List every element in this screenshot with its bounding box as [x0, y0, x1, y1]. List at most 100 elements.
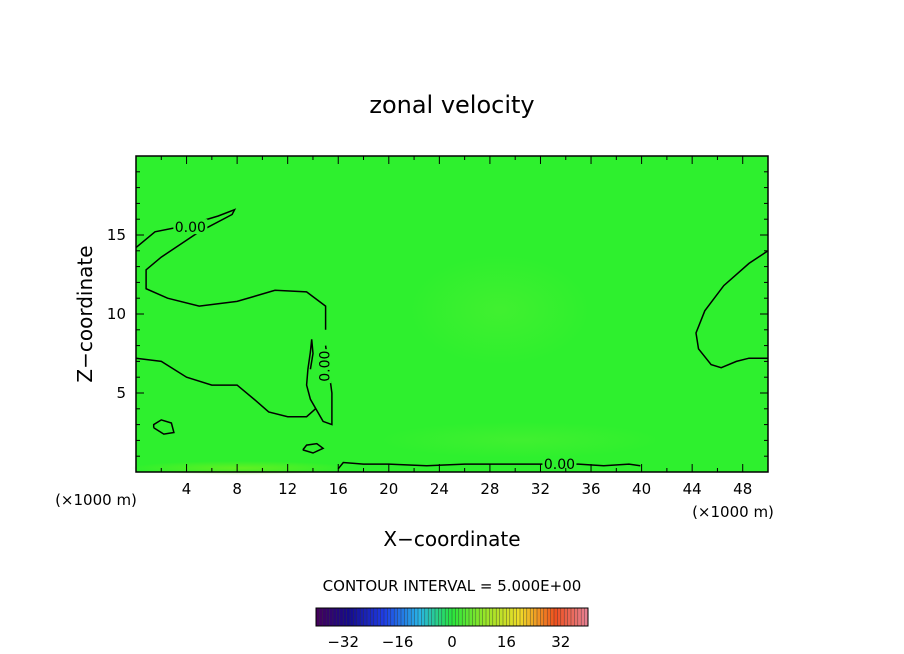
contour-label: 0.00	[544, 457, 575, 473]
center-left-zero-contour	[305, 339, 333, 426]
colorbar-cell	[373, 608, 378, 626]
colorbar-cell	[346, 608, 351, 626]
colorbar-cell	[489, 608, 494, 626]
colorbar-cell	[577, 608, 582, 626]
colorbar-cell	[455, 608, 460, 626]
colorbar-tick-label: 32	[551, 633, 570, 651]
right-zero-contour	[695, 250, 769, 369]
colorbar-cell	[472, 608, 477, 626]
colorbar-cell	[401, 608, 405, 626]
colorbar-cell	[424, 608, 429, 626]
colorbar-cell	[363, 608, 368, 626]
y-tick-labels: 5 10 15	[107, 226, 126, 402]
colorbar-cell	[543, 608, 548, 626]
colorbar-frame	[315, 607, 589, 627]
colorbar-cell	[438, 608, 443, 626]
colorbar-cell	[469, 608, 473, 626]
x-tick-label: 12	[278, 480, 297, 498]
colorbar-cell	[509, 608, 514, 626]
colorbar-cell	[554, 608, 558, 626]
colorbar-cell	[418, 608, 422, 626]
colorbar-cell	[370, 608, 375, 626]
colorbar-cell	[571, 608, 575, 626]
colorbar-cell	[540, 608, 545, 626]
colorbar-cell	[482, 608, 487, 626]
colorbar-cell	[537, 608, 541, 626]
colorbar-cell	[380, 608, 385, 626]
colorbar-cell	[452, 608, 456, 626]
x-tick-label: 4	[182, 480, 192, 498]
colorbar	[315, 608, 589, 626]
contour-label-bg	[316, 349, 332, 384]
colorbar-cell	[356, 608, 361, 626]
colorbar-cell	[523, 608, 528, 626]
y-axis-label: Z−coordinate	[73, 245, 97, 382]
colorbar-cell	[411, 608, 415, 626]
colorbar-cell	[492, 608, 497, 626]
contour-label-bg	[173, 219, 208, 235]
colorbar-cell	[560, 608, 565, 626]
colorbar-cell	[390, 608, 395, 626]
lower-left-zero-contour	[135, 357, 316, 418]
colorbar-cell	[394, 608, 398, 626]
y-tick-label: 15	[107, 226, 126, 244]
upper-left-zero-contour	[135, 208, 327, 330]
colorbar-cell	[377, 608, 381, 626]
x-tick-label: 28	[480, 480, 499, 498]
plot-area: 0.00 0.00 0.00	[130, 155, 769, 475]
chart-title: zonal velocity	[369, 91, 534, 119]
colorbar-cell	[319, 608, 324, 626]
colorbar-cell	[428, 608, 432, 626]
colorbar-cell	[387, 608, 392, 626]
x-tick-label: 48	[733, 480, 752, 498]
colorbar-cell	[448, 608, 453, 626]
bottom-zero-contour	[337, 461, 641, 470]
contour-lines	[135, 208, 769, 470]
colorbar-cell	[333, 608, 337, 626]
x-tick-label: 24	[430, 480, 449, 498]
colorbar-cell	[475, 608, 480, 626]
colorbar-cell	[339, 608, 344, 626]
colorbar-cell	[435, 608, 439, 626]
y-tick-label: 5	[116, 384, 126, 402]
x-tick-label: 32	[531, 480, 550, 498]
colorbar-cell	[557, 608, 562, 626]
colorbar-tick-label: 0	[447, 633, 457, 651]
colorbar-cell	[516, 608, 521, 626]
colorbar-cell	[503, 608, 507, 626]
axis-ticks	[136, 156, 768, 472]
contour-label-bg	[542, 456, 577, 472]
colorbar-cell	[581, 608, 585, 626]
colorbar-cell	[431, 608, 436, 626]
x-axis-unit-right: (×1000 m)	[692, 503, 774, 521]
shading-blob-bottom	[130, 461, 350, 475]
colorbar-cell	[530, 608, 534, 626]
x-tick-label: 8	[232, 480, 242, 498]
colorbar-cell	[550, 608, 555, 626]
colorbar-cell	[584, 608, 589, 626]
colorbar-tick-labels: −32 −16 0 16 32	[327, 633, 570, 651]
colorbar-cell	[353, 608, 358, 626]
contour-label: 0.00	[175, 220, 206, 236]
colorbar-cell	[513, 608, 517, 626]
colorbar-cell	[404, 608, 409, 626]
colorbar-cell	[441, 608, 446, 626]
x-tick-label: 40	[632, 480, 651, 498]
colorbar-cell	[397, 608, 402, 626]
colorbar-cell	[520, 608, 524, 626]
colorbar-cell	[336, 608, 341, 626]
colorbar-cell	[526, 608, 531, 626]
colorbar-cell	[414, 608, 419, 626]
x-tick-label: 16	[329, 480, 348, 498]
colorbar-cell	[533, 608, 538, 626]
x-tick-label: 20	[379, 480, 398, 498]
contour-label: 0.00	[317, 351, 333, 382]
colorbar-cell	[343, 608, 347, 626]
contour-labels: 0.00 0.00 0.00	[173, 219, 577, 473]
shading-blob-bottom-mid	[380, 422, 660, 458]
colorbar-cell	[564, 608, 568, 626]
colorbar-cell	[574, 608, 579, 626]
colorbar-cell	[567, 608, 572, 626]
y-tick-label: 10	[107, 305, 126, 323]
colorbar-cell	[367, 608, 371, 626]
